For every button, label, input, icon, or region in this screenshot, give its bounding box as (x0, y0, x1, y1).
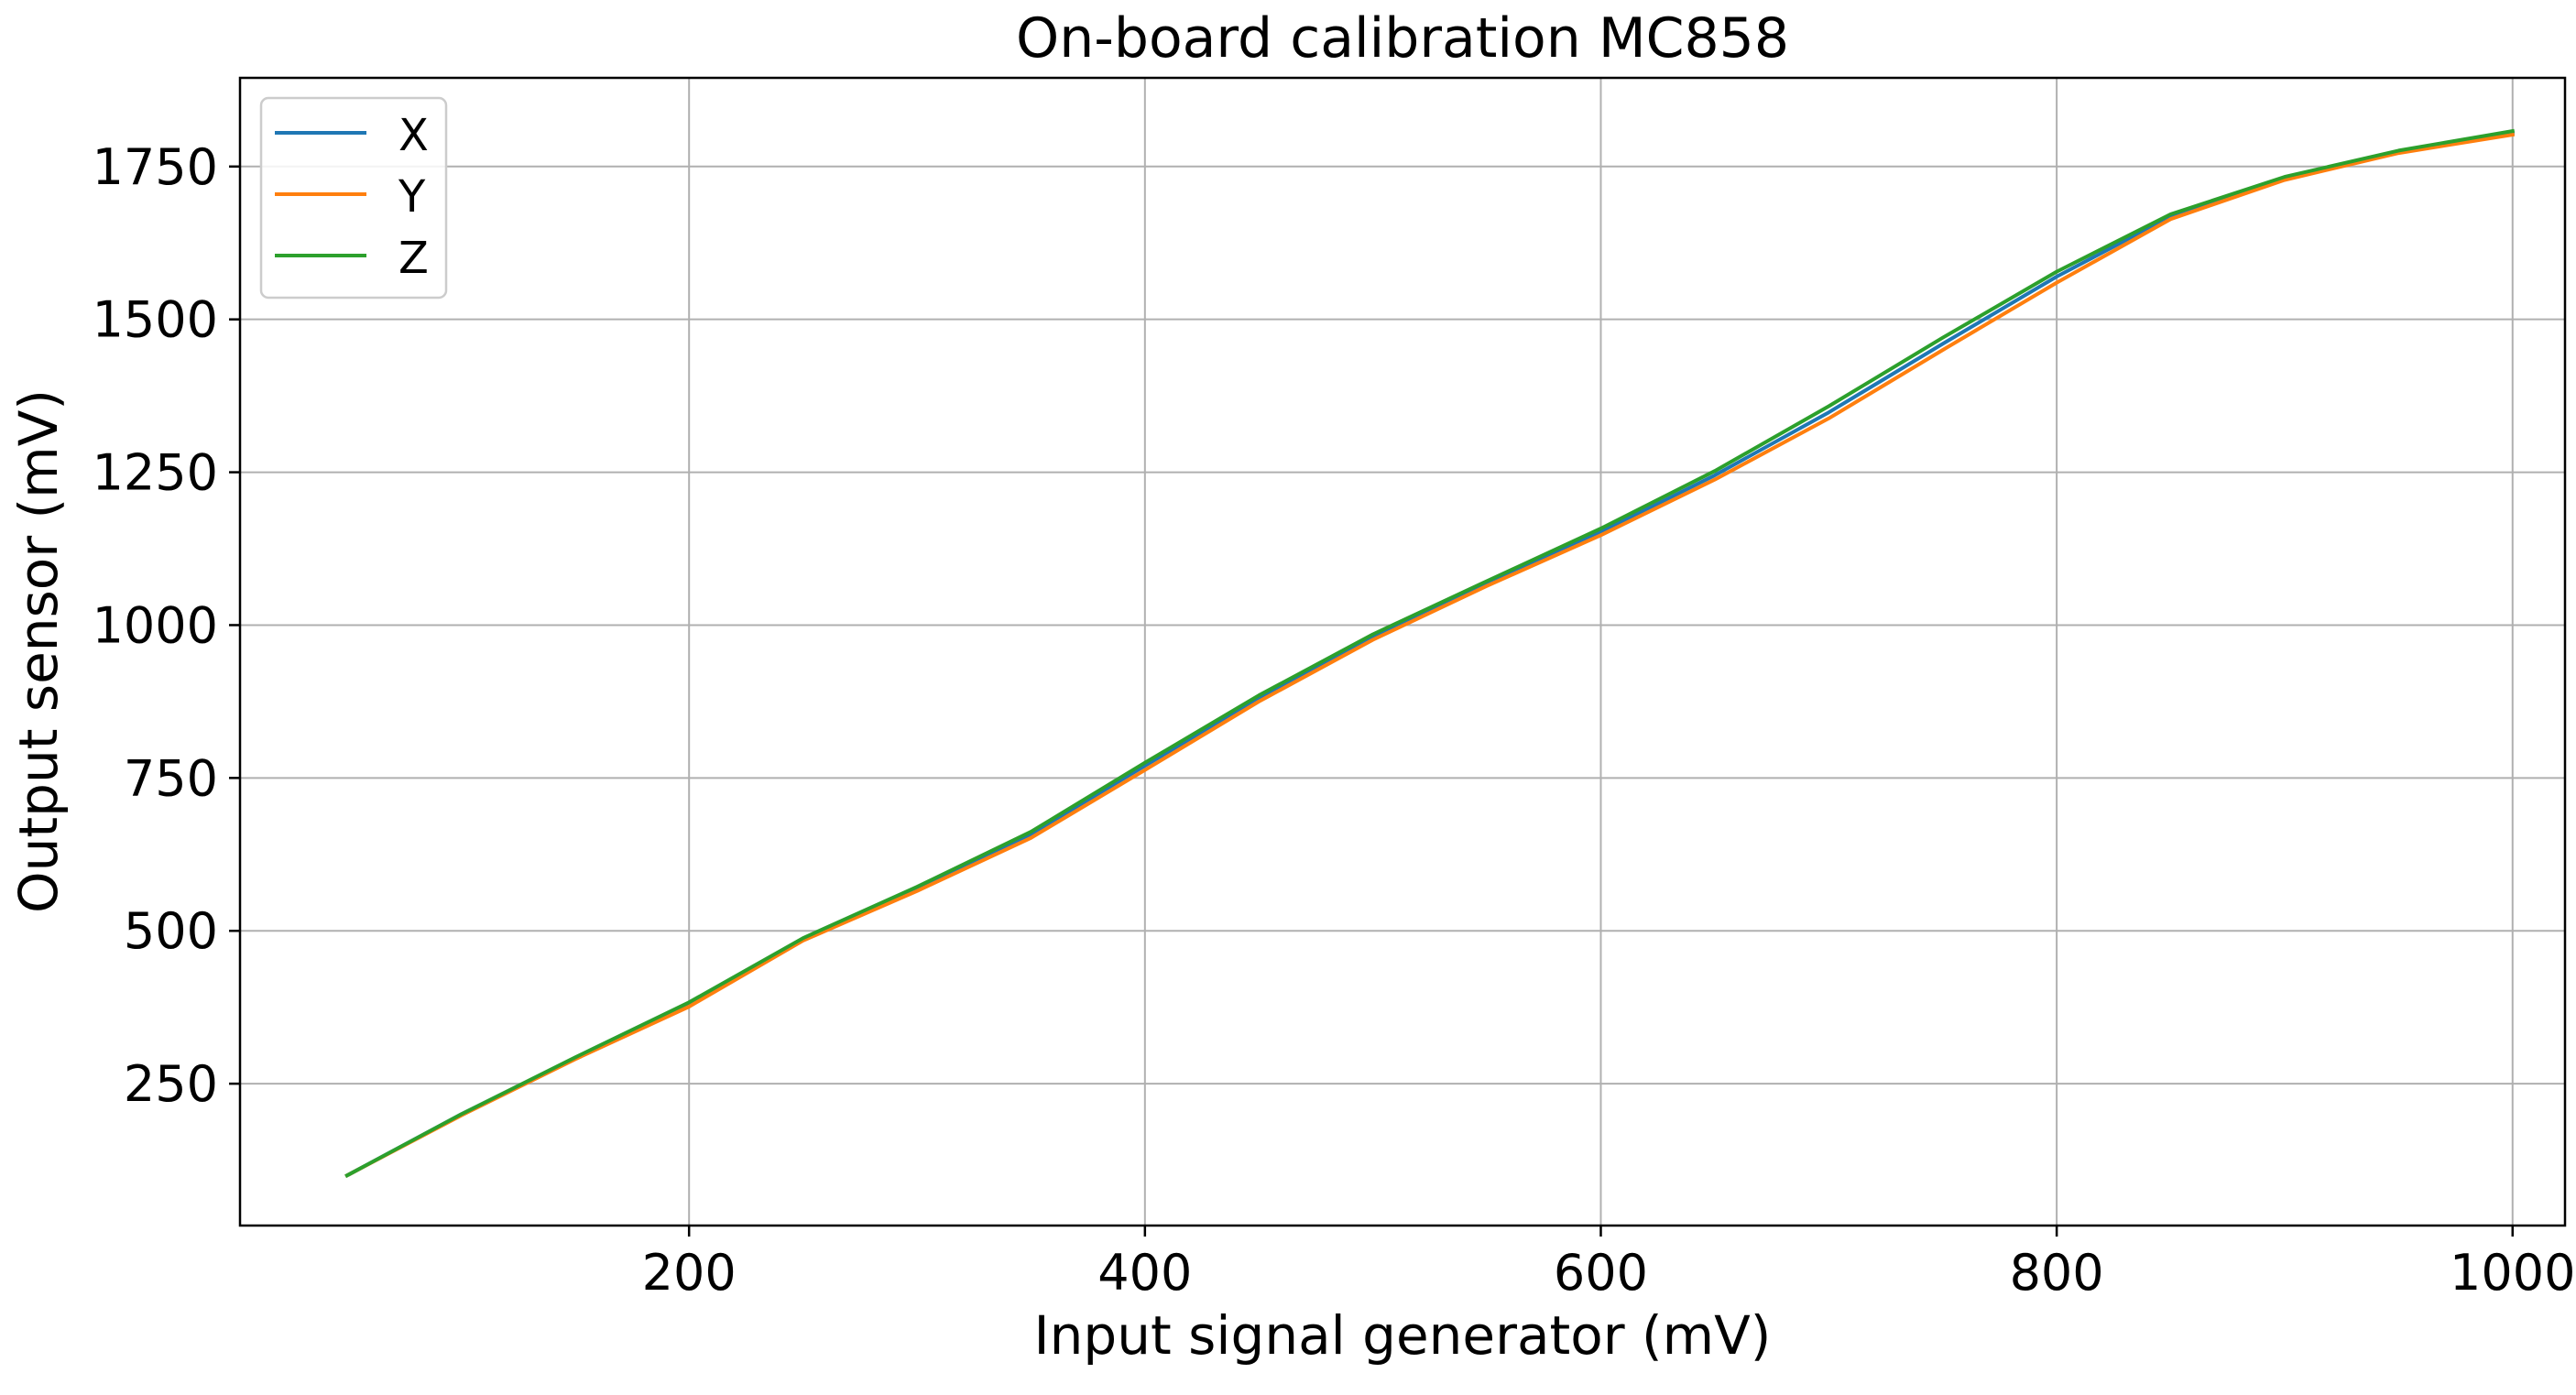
grid-lines (240, 78, 2565, 1226)
series-line-z (344, 128, 2516, 1179)
y-tick-label: 1750 (93, 138, 218, 196)
legend-label-y: Y (398, 171, 426, 223)
x-tick-label: 600 (1554, 1244, 1648, 1302)
plot-frame (238, 76, 2567, 1227)
x-tick-label: 800 (2010, 1244, 2104, 1302)
y-tick-label: 1000 (93, 596, 218, 654)
x-tick-label: 400 (1097, 1244, 1192, 1302)
x-tick-label: 1000 (2450, 1244, 2575, 1302)
legend: XYZ (259, 96, 448, 300)
axis-ticks: 200 400 600 800 1000 250 500 750 1000 1250 1500 175… (93, 138, 2576, 1302)
legend-label-z: Z (398, 233, 429, 284)
x-tick-label: 200 (642, 1244, 737, 1302)
y-tick-label: 1250 (93, 444, 218, 502)
y-tick-label: 750 (124, 749, 218, 807)
chart-title: On-board calibration MC858 (1016, 6, 1789, 71)
series-line-y (344, 132, 2516, 1179)
legend-box (259, 96, 448, 300)
legend-label-x: X (398, 110, 429, 161)
y-tick-label: 500 (124, 902, 218, 960)
legend-items: XYZ (275, 110, 429, 284)
series-lines (344, 128, 2516, 1179)
y-tick-label: 1500 (93, 291, 218, 349)
x-axis-label: Input signal generator (mV) (1034, 1304, 1772, 1367)
y-tick-label: 250 (124, 1055, 218, 1113)
y-axis-label: Output sensor (mV) (7, 389, 70, 913)
